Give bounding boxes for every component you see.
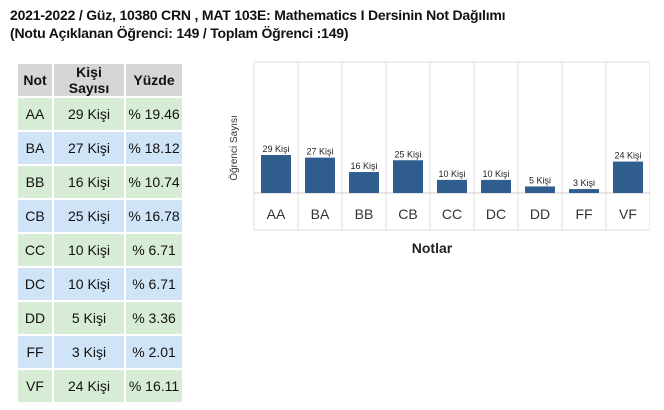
table-row: AA 29 Kişi % 19.46	[18, 98, 182, 130]
grade-cell: CB	[18, 200, 52, 232]
grade-cell: BA	[18, 132, 52, 164]
x-tick-label: AA	[267, 206, 286, 222]
grade-cell: CC	[18, 234, 52, 266]
data-label: 24 Kişi	[614, 151, 641, 161]
bar-dc	[481, 179, 511, 193]
count-cell: 25 Kişi	[54, 200, 124, 232]
bar-aa	[261, 155, 291, 193]
count-cell: 5 Kişi	[54, 302, 124, 334]
x-tick-label: DD	[530, 206, 550, 222]
plot-area: 29 Kişi AA 27 Kişi BA 16 Kişi BB 25 Kişi CB 10 K…	[253, 61, 650, 231]
count-cell: 16 Kişi	[54, 166, 124, 198]
x-axis-label: Notlar	[412, 240, 453, 256]
count-cell: 10 Kişi	[54, 268, 124, 300]
data-label: 16 Kişi	[350, 161, 377, 171]
bar-cb	[393, 160, 423, 193]
data-label: 5 Kişi	[529, 175, 551, 185]
count-cell: 10 Kişi	[54, 234, 124, 266]
percent-cell: % 16.11	[126, 370, 182, 402]
percent-cell: % 10.74	[126, 166, 182, 198]
percent-cell: % 19.46	[126, 98, 182, 130]
column-header-grade: Not	[18, 64, 52, 96]
column-header-count: Kişi Sayısı	[54, 64, 124, 96]
table-row: BA 27 Kişi % 18.12	[18, 132, 182, 164]
bar-ba	[305, 157, 335, 193]
title-line-2: (Notu Açıklanan Öğrenci: 149 / Toplam Öğ…	[10, 25, 349, 41]
table-row: VF 24 Kişi % 16.11	[18, 370, 182, 402]
grade-cell: FF	[18, 336, 52, 368]
x-tick-label: CC	[442, 206, 462, 222]
grade-cell: BB	[18, 166, 52, 198]
data-label: 25 Kişi	[394, 149, 421, 159]
x-tick-label: VF	[619, 206, 637, 222]
data-label: 10 Kişi	[438, 169, 465, 179]
bar-ff	[569, 189, 599, 193]
count-cell: 3 Kişi	[54, 336, 124, 368]
grade-cell: VF	[18, 370, 52, 402]
percent-cell: % 2.01	[126, 336, 182, 368]
data-label: 3 Kişi	[573, 178, 595, 188]
table-header-row: Not Kişi Sayısı Yüzde	[18, 64, 182, 96]
data-label: 29 Kişi	[262, 144, 289, 154]
column-header-percent: Yüzde	[126, 64, 182, 96]
table-row: DD 5 Kişi % 3.36	[18, 302, 182, 334]
count-cell: 27 Kişi	[54, 132, 124, 164]
count-cell: 24 Kişi	[54, 370, 124, 402]
x-tick-label: BB	[355, 206, 374, 222]
table-row: FF 3 Kişi % 2.01	[18, 336, 182, 368]
data-label: 10 Kişi	[482, 169, 509, 179]
percent-cell: % 16.78	[126, 200, 182, 232]
bar-vf	[613, 161, 643, 193]
grade-cell: DC	[18, 268, 52, 300]
bar-dd	[525, 186, 555, 193]
bar-cc	[437, 179, 467, 193]
table-row: DC 10 Kişi % 6.71	[18, 268, 182, 300]
table-row: CC 10 Kişi % 6.71	[18, 234, 182, 266]
title-line-1: 2021-2022 / Güz, 10380 CRN , MAT 103E: M…	[10, 7, 506, 23]
percent-cell: % 3.36	[126, 302, 182, 334]
bar-bb	[349, 172, 379, 193]
grade-distribution-chart: 29 Kişi AA 27 Kişi BA 16 Kişi BB 25 Kişi CB 10 K…	[228, 61, 650, 256]
table-row: BB 16 Kişi % 10.74	[18, 166, 182, 198]
y-axis-label: Öğrenci Sayısı	[228, 115, 240, 181]
percent-cell: % 6.71	[126, 234, 182, 266]
table-row: CB 25 Kişi % 16.78	[18, 200, 182, 232]
grade-cell: AA	[18, 98, 52, 130]
percent-cell: % 6.71	[126, 268, 182, 300]
x-tick-label: FF	[575, 206, 592, 222]
count-cell: 29 Kişi	[54, 98, 124, 130]
x-tick-label: BA	[311, 206, 330, 222]
grade-cell: DD	[18, 302, 52, 334]
grade-distribution-table: Not Kişi Sayısı Yüzde AA 29 Kişi % 19.46…	[16, 62, 184, 404]
page-title: 2021-2022 / Güz, 10380 CRN , MAT 103E: M…	[10, 6, 506, 42]
x-tick-label: DC	[486, 206, 506, 222]
data-label: 27 Kişi	[306, 147, 333, 157]
percent-cell: % 18.12	[126, 132, 182, 164]
x-tick-label: CB	[398, 206, 417, 222]
